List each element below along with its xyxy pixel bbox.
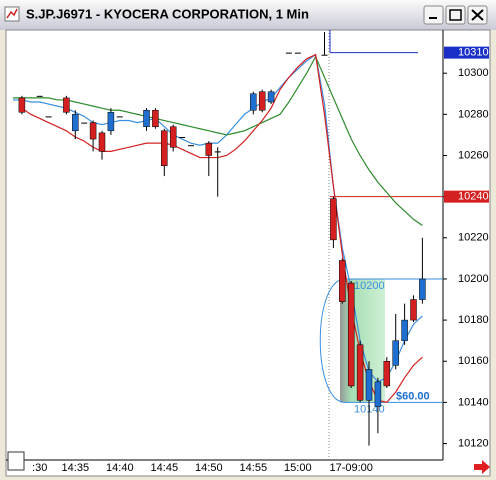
candle-body — [330, 198, 337, 241]
title-bar — [0, 0, 496, 30]
x-tick-label: 15:00 — [284, 462, 312, 474]
candle-body — [89, 122, 97, 140]
candle-body — [188, 145, 194, 147]
x-tick-label: 17-09:00 — [329, 462, 372, 474]
candle-body — [321, 54, 328, 56]
price-tag — [444, 190, 489, 203]
candle-body — [250, 93, 257, 111]
window-buttons[interactable] — [423, 5, 488, 25]
y-tick-label: 10140 — [458, 396, 489, 408]
y-tick-label: 10300 — [458, 67, 489, 79]
y-tick-label: 10260 — [458, 149, 489, 161]
candle-body — [365, 369, 373, 401]
price-tag-label: 10310 — [458, 47, 489, 59]
candle-body — [18, 97, 26, 113]
window-title: S.JP.J6971 - KYOCERA CORPORATION, 1 Min — [26, 6, 309, 21]
close-glyph — [471, 9, 484, 21]
candle-body — [179, 136, 186, 138]
candle-body — [116, 116, 123, 118]
y-tick-label: 10160 — [458, 355, 489, 367]
minimize-glyph — [429, 17, 437, 19]
candle-body — [45, 116, 52, 118]
maximize-button[interactable] — [445, 5, 466, 25]
profit-label: $60.00 — [396, 390, 430, 402]
candle-body — [410, 299, 417, 321]
chart-frame — [5, 29, 491, 477]
x-tick-label: 14:55 — [240, 462, 268, 474]
x-tick-label: 14:45 — [151, 462, 179, 474]
ma-line — [21, 53, 423, 404]
minimize-button[interactable] — [423, 5, 444, 25]
candle-body — [383, 360, 391, 387]
app-icon-glyph — [6, 8, 18, 19]
candle-body — [339, 260, 346, 302]
candle-body — [98, 132, 106, 152]
x-tick-label: 14:50 — [195, 462, 223, 474]
price-tag — [444, 46, 489, 59]
price-line-label: 10200 — [354, 280, 385, 292]
candle-body — [419, 278, 426, 300]
plot: 10120 10140 10160 10180 10200 10220 10240 10260… — [13, 30, 489, 474]
candle-body — [356, 344, 364, 401]
candle-body — [152, 109, 159, 127]
y-tick-label: 10120 — [458, 437, 489, 449]
x-tick-label: 14:40 — [106, 462, 134, 474]
y-tick-label: 10220 — [458, 232, 489, 244]
candle-body — [143, 109, 150, 127]
candle-body — [258, 91, 266, 111]
candle-body — [72, 114, 79, 132]
price-tag-label: 10240 — [458, 191, 489, 203]
candle-body — [347, 282, 355, 387]
candle-body — [285, 52, 292, 54]
ma-line — [13, 55, 423, 226]
y-tick-label: 10280 — [458, 108, 489, 120]
candle-body — [63, 97, 70, 113]
candle-body — [81, 122, 88, 124]
corner-box[interactable] — [7, 451, 25, 471]
candle-body — [36, 95, 43, 97]
candle-body — [374, 381, 382, 407]
candle-body — [294, 52, 301, 54]
maximize-glyph — [449, 9, 462, 21]
candle-body — [267, 91, 275, 103]
y-tick-label: 10200 — [458, 273, 489, 285]
y-tick-label: 10180 — [458, 314, 489, 326]
x-tick-label: 14:35 — [62, 462, 90, 474]
candle-body — [401, 319, 408, 341]
candle-body — [214, 151, 221, 153]
trade-zone-outline — [319, 278, 346, 403]
candle-body — [161, 130, 168, 167]
candle-body — [107, 112, 115, 132]
scroll-arrow[interactable] — [474, 460, 490, 474]
x-tick-label: :30 — [32, 462, 47, 474]
candle-body — [205, 142, 213, 156]
candle-body — [392, 340, 399, 366]
candle-body — [169, 126, 177, 148]
